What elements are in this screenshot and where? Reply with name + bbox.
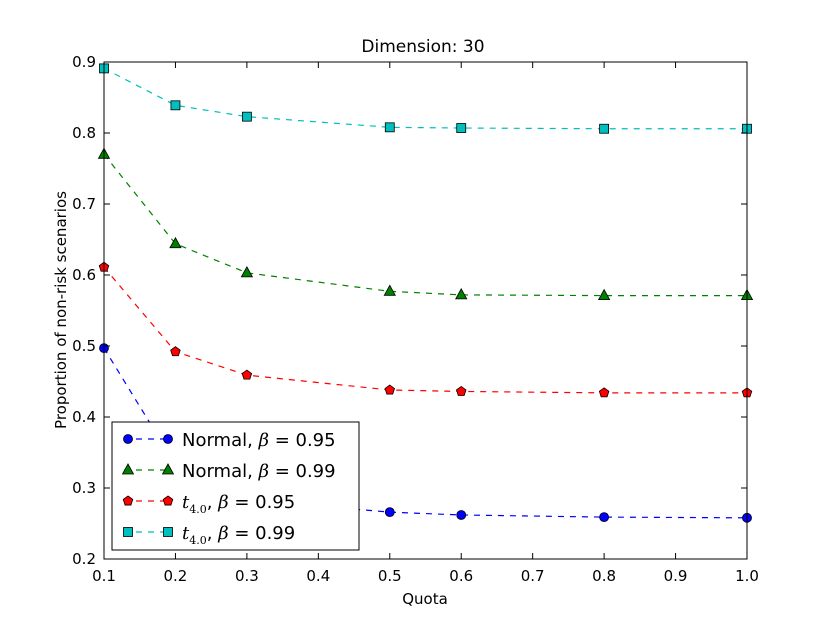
legend-marker [163,434,173,444]
series-2 [98,261,753,398]
legend-label-part: 4.0 [189,534,207,547]
y-tick-label: 0.8 [72,124,96,142]
legend-label-part: β [258,430,269,451]
x-axis: 0.1 0.2 0.3 0.4 0.5 0.6 0.7 0.8 0.9 1.0 [92,62,759,585]
legend-marker [161,463,175,475]
data-point [598,387,610,398]
data-point [456,385,467,396]
y-tick-label: 0.3 [72,479,96,497]
y-tick-label: 0.5 [72,337,96,355]
y-tick-label: 0.4 [72,408,96,426]
legend-item: t4.0, β = 0.95 [122,492,295,516]
legend-label-part: β [217,492,228,513]
legend-box [111,421,360,551]
legend-marker [123,434,133,444]
legend-marker [123,527,133,537]
legend-label: t4.0, β = 0.99 [182,523,295,547]
legend-label-part: t [182,523,190,544]
legend-item: Normal, β = 0.99 [121,461,336,482]
x-tick-label: 0.9 [664,567,688,585]
legend-label-part: = 0.99 [229,523,296,544]
legend-marker [122,495,134,506]
data-point [170,100,181,111]
legend-label-part: t [182,492,190,513]
x-tick-label: 0.1 [92,567,116,585]
data-point [456,510,467,520]
data-point [384,122,395,133]
data-point [599,512,610,523]
legend-label-part: Normal, [182,461,259,482]
legend-marker [163,527,173,537]
data-point [384,384,395,395]
x-tick-label: 0.7 [521,567,545,585]
chart-title: Dimension: 30 [361,37,484,57]
x-tick-label: 0.8 [592,567,616,585]
legend-label: t4.0, β = 0.95 [182,492,295,516]
x-tick-label: 0.6 [449,567,473,585]
legend-item: Normal, β = 0.95 [123,430,336,451]
data-point [241,111,252,122]
legend-label-part: = 0.99 [269,461,336,482]
data-point [384,507,395,518]
x-tick-label: 0.2 [164,567,188,585]
data-point [169,236,182,249]
legend-marker [162,495,174,506]
y-tick-label: 0.6 [72,266,96,284]
x-axis-label: Quota [402,590,448,608]
legend-label-part: β [258,461,269,482]
legend-marker [121,463,135,475]
legend-label-part: 4.0 [189,503,207,516]
legend-label-part: , [207,523,218,544]
x-tick-label: 1.0 [735,567,759,585]
y-tick-label: 0.9 [72,53,96,71]
data-point [597,288,611,300]
y-axis: 0.2 0.3 0.4 0.5 0.6 0.7 0.8 0.9 [72,53,747,568]
legend-item: t4.0, β = 0.99 [123,523,295,547]
y-axis-label: Proportion of non-risk scenarios [52,191,70,429]
legend-label-part: , [207,492,218,513]
legend-label-part: β [217,523,228,544]
plot-frame [103,61,748,560]
data-point [456,123,467,133]
y-tick-label: 0.7 [72,195,96,213]
x-tick-label: 0.5 [378,567,402,585]
x-tick-label: 0.3 [235,567,259,585]
data-point [170,346,181,357]
data-point [383,284,396,296]
legend-label-part: Normal, [182,430,259,451]
legend-label-part: = 0.95 [229,492,296,513]
data-point [455,288,468,300]
data-point [240,266,254,278]
data-point [599,123,610,134]
legend-label: Normal, β = 0.99 [182,461,336,482]
y-tick-label: 0.2 [72,550,96,568]
legend-label: Normal, β = 0.95 [182,430,336,451]
legend-label-part: = 0.95 [269,430,336,451]
data-point [241,369,253,380]
x-tick-label: 0.4 [306,567,330,585]
